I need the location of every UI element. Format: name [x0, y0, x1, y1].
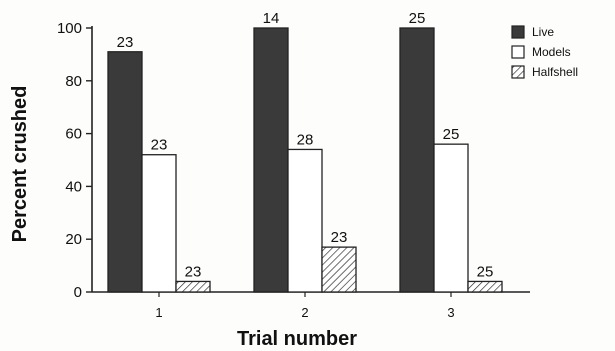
bar-models-trial-2: [287, 148, 323, 293]
legend-swatch-models: [511, 45, 525, 59]
y-tick-label: 80: [65, 73, 82, 90]
x-tick-label: 3: [447, 305, 454, 320]
y-tick-label: 0: [74, 284, 82, 301]
bar-halfshell-trial-1: [175, 280, 211, 293]
y-tick-label: 60: [65, 126, 82, 143]
data-label-live-trial-3: 25: [409, 10, 426, 27]
x-tick-label: 2: [301, 305, 308, 320]
x-tick-label: 1: [155, 305, 162, 320]
data-label-halfshell-trial-3: 25: [477, 263, 494, 280]
bar-halfshell-trial-2: [321, 246, 357, 293]
data-label-halfshell-trial-2: 23: [331, 229, 348, 246]
y-tick-label: 100: [57, 20, 82, 37]
data-label-models-trial-3: 25: [443, 126, 460, 143]
legend-swatch-halfshell: [511, 65, 525, 79]
legend-label-models: Models: [532, 45, 571, 59]
legend-label-live: Live: [532, 25, 554, 39]
bar-live-trial-3: [399, 27, 435, 293]
data-label-models-trial-1: 23: [151, 137, 168, 154]
legend: Live Models Halfshell: [511, 25, 578, 79]
legend-label-halfshell: Halfshell: [532, 65, 578, 79]
data-label-models-trial-2: 28: [297, 131, 314, 148]
y-axis-title: Percent crushed: [9, 86, 31, 243]
data-label-live-trial-2: 14: [263, 10, 280, 27]
bar-halfshell-trial-3: [467, 280, 503, 293]
legend-swatch-live: [511, 25, 525, 39]
x-axis-title: Trial number: [237, 328, 357, 350]
y-tick-label: 20: [65, 231, 82, 248]
bar-live-trial-1: [107, 51, 143, 293]
data-label-live-trial-1: 23: [117, 34, 134, 51]
bar-models-trial-3: [433, 143, 469, 293]
bar-models-trial-1: [141, 154, 177, 293]
y-tick-label: 40: [65, 178, 82, 195]
bar-live-trial-2: [253, 27, 289, 293]
data-label-halfshell-trial-1: 23: [185, 263, 202, 280]
